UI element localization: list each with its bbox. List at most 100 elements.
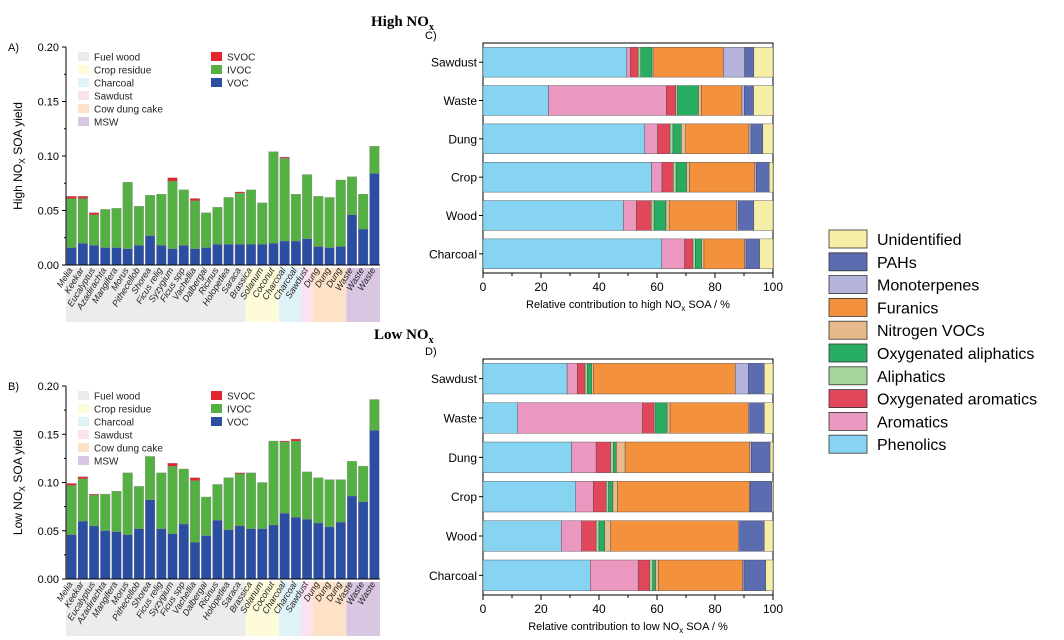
y-tick-label-4: 0.20	[38, 381, 59, 393]
bar-oxygenated-aromatics-crop	[593, 481, 607, 513]
bar-svoc-2	[89, 493, 100, 496]
legend-swatch-oxygenated-aliphatics	[828, 343, 868, 363]
bar-ivoc-17	[257, 202, 268, 245]
bar-ivoc-9	[167, 180, 178, 249]
bar-oxygenated-aromatics-dung	[595, 441, 611, 473]
bar-ivoc-8	[156, 193, 167, 246]
legend-label-fuel-wood: Fuel wood	[94, 392, 140, 403]
legend-composition: Unidentified PAHs Monoterpenes Furanics Nitr…	[828, 229, 1037, 454]
y-tick-label-charcoal: Charcoal	[429, 247, 477, 261]
bar-voc-19	[279, 240, 290, 266]
bar-aliphatics-waste	[675, 85, 678, 116]
bar-unidentified-crop	[769, 162, 774, 193]
bar-pahs-charcoal	[743, 559, 766, 591]
bar-oxygenated-aromatics-sawdust	[577, 363, 586, 395]
bar-aliphatics-charcoal	[692, 238, 696, 269]
bar-voc-11	[189, 248, 200, 266]
bar-voc-26	[358, 501, 369, 580]
group-band-msw	[346, 582, 380, 636]
bar-voc-6	[133, 528, 144, 580]
legend-swatch-furanics	[828, 297, 868, 317]
bar-ivoc-11	[189, 200, 200, 249]
bar-aliphatics-charcoal	[649, 559, 653, 591]
legend-swatch-charcoal	[78, 417, 89, 426]
legend-swatch-sawdust	[78, 430, 89, 439]
bar-oxygenated-aliphatics-charcoal	[652, 559, 656, 591]
bar-voc-27	[369, 173, 380, 266]
bar-pahs-sawdust	[744, 47, 755, 78]
bar-ivoc-2	[89, 494, 100, 527]
bar-furanics-dung	[624, 441, 750, 473]
bar-aliphatics-dung	[669, 123, 674, 154]
bar-voc-9	[167, 248, 178, 266]
bar-oxygenated-aliphatics-dung	[672, 123, 682, 154]
y-tick-label-2: 0.10	[38, 478, 59, 490]
legend-swatch-phenolics	[828, 434, 868, 454]
bar-aliphatics-wood	[651, 200, 655, 231]
bar-monoterpenes-sawdust	[723, 47, 745, 78]
bar-unidentified-wood	[753, 200, 774, 231]
bar-monoterpenes-charcoal	[744, 238, 747, 269]
bar-voc-2	[89, 245, 100, 266]
bar-ivoc-6	[133, 486, 144, 529]
bar-unidentified-dung	[769, 441, 774, 473]
bar-ivoc-6	[133, 205, 144, 246]
bar-ivoc-20	[290, 193, 301, 242]
x-axis-label: Relative contribution to high NOx SOA / …	[526, 299, 730, 313]
bar-svoc-15	[234, 472, 245, 474]
bar-voc-23	[324, 526, 335, 580]
bar-ivoc-10	[178, 468, 189, 525]
legend-label-fuel-wood: Fuel wood	[94, 53, 140, 64]
group-band-cow-dung-cake	[312, 268, 347, 322]
bar-oxygenated-aliphatics-dung	[613, 441, 617, 473]
bar-pahs-sawdust	[748, 363, 765, 395]
bar-ivoc-4	[111, 491, 122, 532]
y-tick-label-1: 0.05	[38, 206, 59, 218]
legend-label-charcoal: Charcoal	[94, 79, 134, 90]
panel-label-b: B)	[8, 381, 19, 393]
bar-phenolics-sawdust	[482, 47, 628, 78]
x-tick-label-5: 100	[763, 280, 783, 294]
bar-monoterpenes-waste	[748, 402, 750, 434]
bar-aromatics-sawdust	[626, 47, 631, 78]
bar-voc-21	[302, 519, 313, 580]
bar-ivoc-15	[234, 473, 245, 527]
legend-label-unidentified: Unidentified	[877, 232, 962, 249]
bar-nitrogen-vocs-waste	[666, 402, 671, 434]
bar-aromatics-crop	[575, 481, 594, 513]
panel-label-a: A)	[8, 42, 19, 54]
bar-oxygenated-aliphatics-charcoal	[695, 238, 702, 269]
legend-label-aromatics: Aromatics	[877, 414, 948, 431]
bar-phenolics-waste	[482, 85, 549, 116]
legend-label-svoc: SVOC	[227, 53, 255, 64]
bar-ivoc-19	[279, 158, 290, 242]
bar-unidentified-waste	[753, 85, 774, 116]
bar-monoterpenes-dung	[749, 441, 752, 473]
y-tick-label-1: 0.05	[38, 526, 59, 538]
legend-label-oxygenated-aromatics: Oxygenated aromatics	[877, 392, 1037, 409]
bar-oxygenated-aromatics-waste	[642, 402, 655, 434]
bar-voc-5	[122, 534, 133, 580]
bar-unidentified-waste	[764, 402, 774, 434]
bar-svoc-19	[279, 156, 290, 159]
bar-oxygenated-aliphatics-wood	[653, 200, 667, 231]
legend-swatch-fuel-wood	[78, 52, 89, 61]
legend-swatch-fuel-wood	[78, 391, 89, 400]
bar-pahs-crop	[755, 162, 770, 193]
bar-voc-5	[122, 248, 133, 266]
bar-oxygenated-aliphatics-waste	[677, 85, 699, 116]
bar-ivoc-12	[201, 496, 212, 536]
legend-swatch-pahs	[828, 252, 868, 272]
bar-nitrogen-vocs-dung	[681, 123, 686, 154]
panel-label-d: D)	[425, 346, 437, 358]
bar-ivoc-24	[335, 479, 346, 523]
bar-voc-16	[246, 528, 257, 580]
legend-swatch-svoc	[211, 52, 222, 61]
bar-ivoc-4	[111, 208, 122, 248]
bar-voc-7	[145, 235, 156, 266]
legend-swatch-crop-residue	[78, 404, 89, 413]
bar-ivoc-9	[167, 465, 178, 534]
bar-voc-0	[66, 534, 77, 580]
bar-ivoc-22	[313, 477, 324, 524]
bar-voc-23	[324, 247, 335, 266]
